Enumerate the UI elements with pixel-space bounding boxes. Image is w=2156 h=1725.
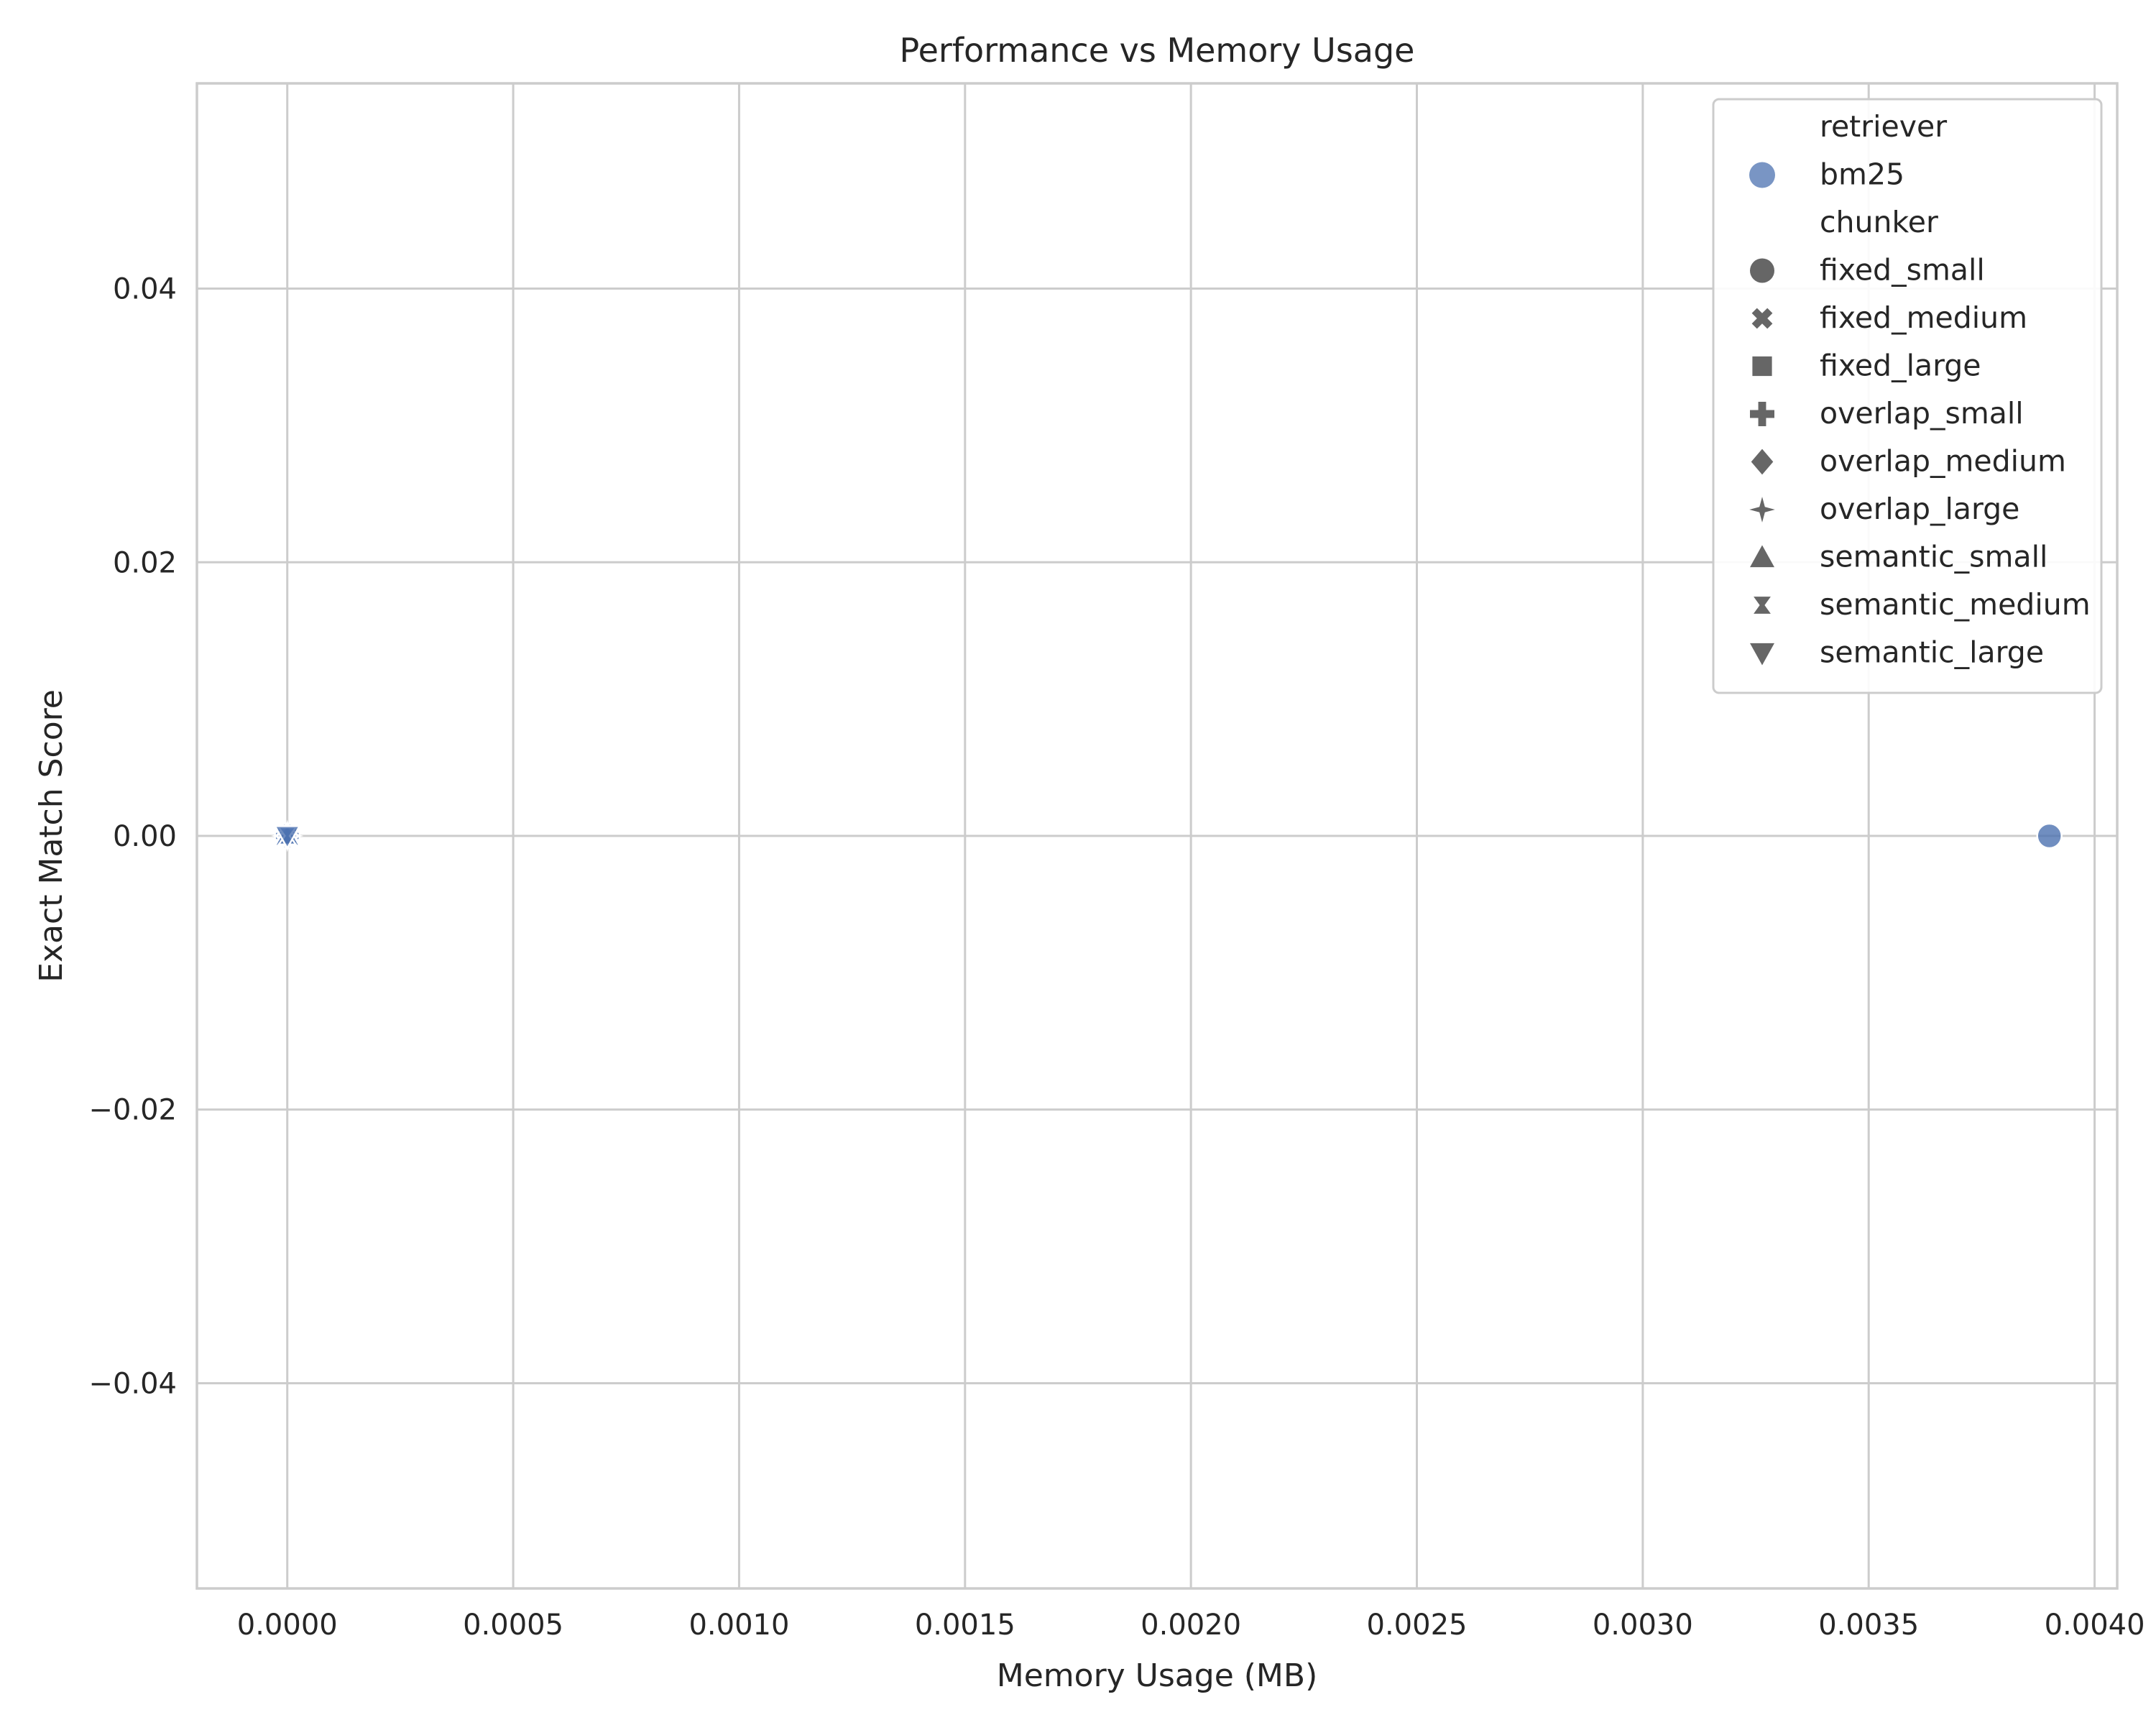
legend-label-overlap_small: overlap_small [1820, 396, 2024, 431]
chart-title: Performance vs Memory Usage [900, 31, 1415, 70]
legend-label-fixed_large: fixed_large [1820, 349, 1981, 383]
legend-label-bm25: bm25 [1820, 157, 1904, 192]
legend-marker-fixed_medium [1751, 308, 1773, 329]
x-tick-label: 0.0020 [1141, 1609, 1241, 1642]
x-tick-label: 0.0035 [1818, 1609, 1919, 1642]
legend-marker-overlap_small [1750, 402, 1774, 426]
legend-label-semantic_small: semantic_small [1820, 540, 2047, 574]
legend-marker-overlap_large [1749, 497, 1775, 523]
y-axis-ticks: −0.04 −0.02 0.00 0.02 0.04 [88, 273, 177, 1401]
y-axis-label: Exact Match Score [33, 689, 70, 983]
x-tick-label: 0.0000 [237, 1609, 338, 1642]
data-point-group [2036, 822, 2063, 850]
legend-label-overlap_medium: overlap_medium [1820, 444, 2066, 479]
legend-box [1712, 98, 2103, 694]
legend-label-fixed_small: fixed_small [1820, 253, 1985, 288]
x-axis-label: Memory Usage (MB) [997, 1657, 1318, 1694]
legend-marker-overlap_medium [1751, 448, 1774, 475]
y-tick-label: −0.04 [88, 1367, 177, 1400]
x-tick-label: 0.0030 [1593, 1609, 1693, 1642]
data-points [271, 819, 2063, 852]
legend-title-chunker: chunker [1820, 205, 1938, 239]
legend-label-semantic_large: semantic_large [1820, 635, 2044, 670]
plot-frame [195, 82, 2119, 1590]
legend-marker-fixed_large [1752, 356, 1772, 377]
x-tick-label: 0.0040 [2045, 1609, 2145, 1642]
legend-marker-semantic_medium [1754, 597, 1771, 614]
y-tick-label: 0.02 [113, 546, 177, 579]
legend-marker-semantic_large [1750, 643, 1774, 666]
legend-marker-semantic_small [1750, 545, 1774, 568]
legend-marker-fixed_small [1750, 258, 1774, 283]
data-point [2036, 822, 2063, 850]
x-tick-label: 0.0025 [1367, 1609, 1468, 1642]
legend-label-semantic_medium: semantic_medium [1820, 587, 2091, 622]
legend-marker-bm25 [1749, 162, 1775, 188]
data-point-group [273, 825, 301, 850]
legend-title-retriever: retriever [1820, 109, 1947, 144]
legend: retriever bm25 chunker fixed_small fixed_med… [1712, 98, 2103, 694]
legend-label-overlap_large: overlap_large [1820, 492, 2019, 526]
y-tick-label: 0.04 [113, 273, 177, 306]
x-tick-label: 0.0010 [688, 1609, 789, 1642]
x-axis-ticks: 0.0000 0.0005 0.0010 0.0015 0.0020 0.0025 0.00… [237, 1609, 2145, 1642]
y-tick-label: −0.02 [88, 1094, 177, 1127]
data-point [273, 825, 301, 850]
legend-label-fixed_medium: fixed_medium [1820, 300, 2027, 335]
x-tick-label: 0.0005 [463, 1609, 563, 1642]
y-tick-label: 0.00 [113, 820, 177, 853]
x-tick-label: 0.0015 [915, 1609, 1015, 1642]
